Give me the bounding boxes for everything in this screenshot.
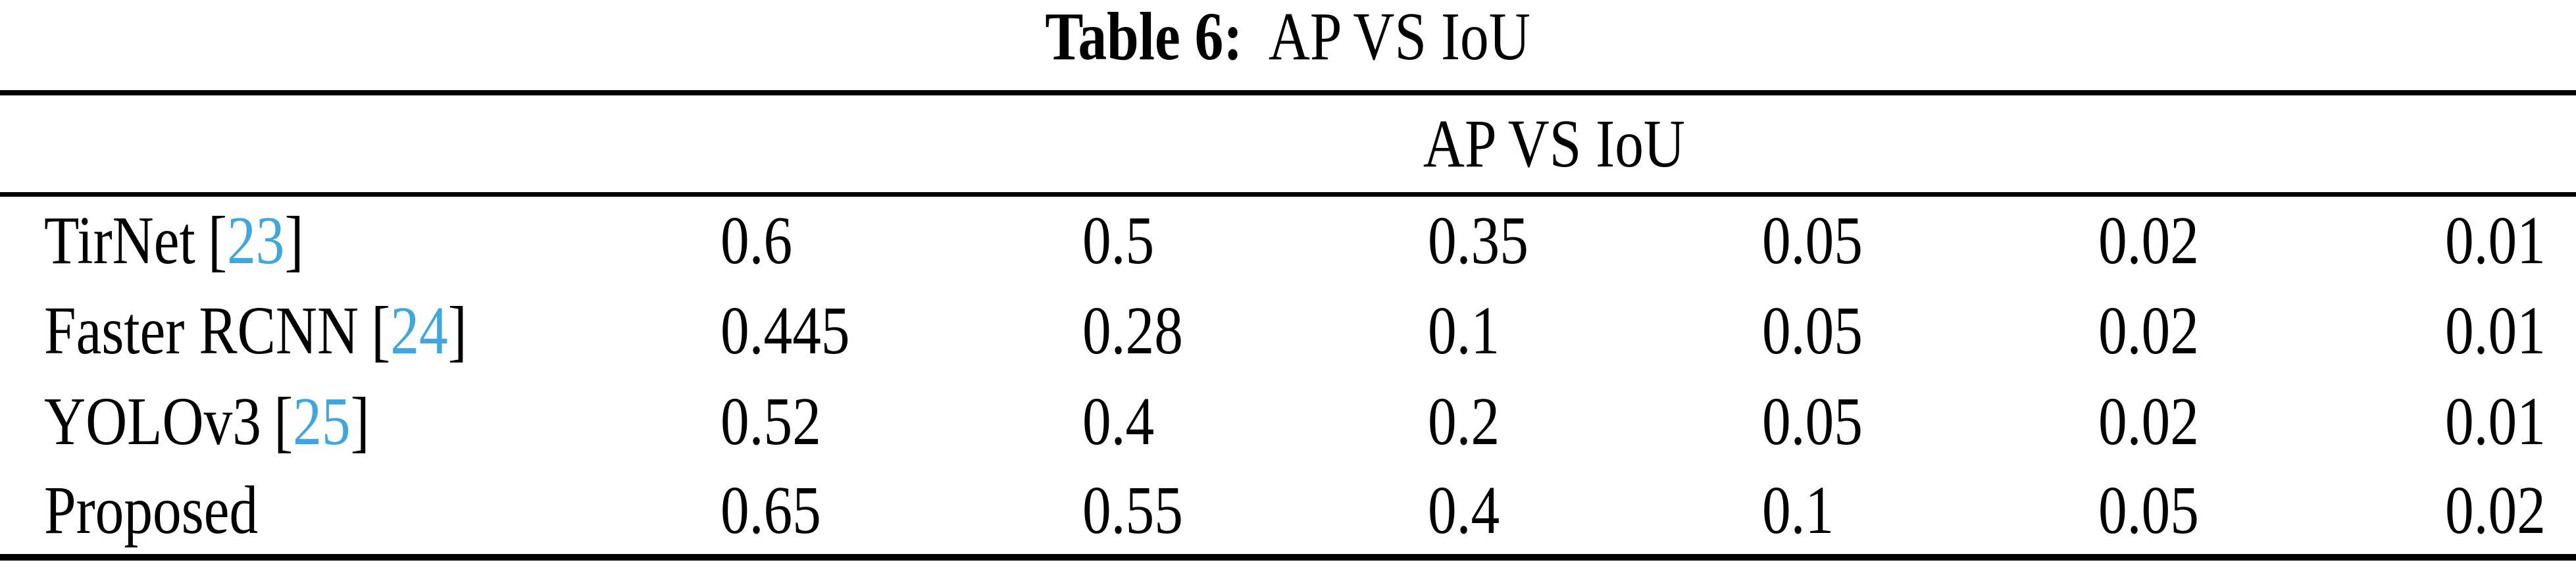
value-cell: 0.1 — [1762, 466, 2098, 557]
value-cell: 0.05 — [1762, 376, 2098, 466]
value-cell: 0.02 — [2098, 194, 2445, 285]
table-header-row: AP VS IoU — [0, 93, 2576, 197]
cell-value: 0.02 — [2098, 203, 2199, 279]
cell-value: 0.01 — [2445, 292, 2546, 368]
value-cell: 0.4 — [1082, 376, 1428, 466]
value-cell: 0.1 — [1428, 285, 1762, 376]
cell-value: 0.4 — [1428, 472, 1500, 548]
table-row-faster-rcnn: Faster RCNN [24] 0.445 0.28 0.1 0.05 0.02… — [0, 285, 2576, 376]
method-name: TirNet — [44, 203, 195, 279]
cell-value: 0.02 — [2098, 383, 2199, 459]
cell-value: 0.05 — [1762, 292, 1863, 368]
table-header-label: AP VS IoU — [1423, 105, 1686, 182]
cell-value: 0.1 — [1762, 472, 1834, 548]
bracket-open: [ — [371, 292, 391, 368]
cell-value: 0.35 — [1428, 203, 1528, 279]
cell-value: 0.01 — [2445, 383, 2546, 459]
cell-value: 0.05 — [1762, 203, 1863, 279]
caption-label: Table 6: — [1045, 0, 1243, 74]
method-name: YOLOv3 — [44, 383, 261, 459]
cell-value: 0.02 — [2445, 472, 2546, 548]
cell-value: 0.55 — [1082, 472, 1183, 548]
citation-number-link[interactable]: 25 — [293, 383, 351, 459]
bracket-close: ] — [284, 203, 304, 279]
cell-value: 0.05 — [1762, 383, 1863, 459]
header-empty-cell — [0, 93, 720, 197]
value-cell: 0.05 — [2098, 466, 2445, 557]
header-span-cell: AP VS IoU — [720, 93, 2576, 197]
bracket-open: [ — [274, 383, 293, 459]
method-cell: Proposed — [0, 466, 720, 557]
value-cell: 0.35 — [1428, 194, 1762, 285]
citation-ref: [24] — [371, 293, 467, 368]
value-cell: 0.6 — [720, 194, 1082, 285]
bracket-close: ] — [447, 292, 467, 368]
value-cell: 0.2 — [1428, 376, 1762, 466]
table-row-yolov3: YOLOv3 [25] 0.52 0.4 0.2 0.05 0.02 0.01 — [0, 376, 2576, 466]
value-cell: 0.01 — [2445, 285, 2576, 376]
citation-ref: [25] — [274, 384, 370, 459]
table-row-proposed: Proposed 0.65 0.55 0.4 0.1 0.05 0.02 — [0, 466, 2576, 557]
bracket-close: ] — [350, 383, 370, 459]
value-cell: 0.05 — [1762, 285, 2098, 376]
cell-value: 0.01 — [2445, 203, 2546, 279]
method-cell: YOLOv3 [25] — [0, 376, 720, 466]
value-cell: 0.01 — [2445, 194, 2576, 285]
value-cell: 0.01 — [2445, 376, 2576, 466]
bracket-open: [ — [208, 203, 228, 279]
value-cell: 0.02 — [2098, 376, 2445, 466]
value-cell: 0.5 — [1082, 194, 1428, 285]
cell-value: 0.65 — [720, 472, 821, 548]
value-cell: 0.52 — [720, 376, 1082, 466]
cell-value: 0.1 — [1428, 292, 1500, 368]
value-cell: 0.55 — [1082, 466, 1428, 557]
ap-vs-iou-table: AP VS IoU TirNet [23] 0.6 0.5 0.35 0.05 0… — [0, 90, 2576, 561]
method-name: Faster RCNN — [44, 292, 359, 368]
cell-value: 0.52 — [720, 383, 821, 459]
cell-value: 0.6 — [720, 203, 793, 279]
value-cell: 0.28 — [1082, 285, 1428, 376]
cell-value: 0.5 — [1082, 203, 1155, 279]
citation-number-link[interactable]: 23 — [227, 203, 285, 279]
cell-value: 0.2 — [1428, 383, 1500, 459]
method-cell: Faster RCNN [24] — [0, 285, 720, 376]
method-name: Proposed — [44, 472, 259, 548]
table-row-tirnet: TirNet [23] 0.6 0.5 0.35 0.05 0.02 0.01 — [0, 194, 2576, 285]
cell-value: 0.05 — [2098, 472, 2199, 548]
value-cell: 0.05 — [1762, 194, 2098, 285]
citation-number-link[interactable]: 24 — [390, 292, 448, 368]
cell-value: 0.4 — [1082, 383, 1155, 459]
cell-value: 0.28 — [1082, 292, 1183, 368]
cell-value: 0.445 — [720, 292, 850, 368]
value-cell: 0.445 — [720, 285, 1082, 376]
method-cell: TirNet [23] — [0, 194, 720, 285]
cell-value: 0.02 — [2098, 292, 2199, 368]
value-cell: 0.4 — [1428, 466, 1762, 557]
caption-title: AP VS IoU — [1269, 0, 1531, 74]
value-cell: 0.65 — [720, 466, 1082, 557]
value-cell: 0.02 — [2098, 285, 2445, 376]
table-caption: Table 6: AP VS IoU — [0, 0, 2576, 74]
citation-ref: [23] — [208, 203, 304, 278]
value-cell: 0.02 — [2445, 466, 2576, 557]
